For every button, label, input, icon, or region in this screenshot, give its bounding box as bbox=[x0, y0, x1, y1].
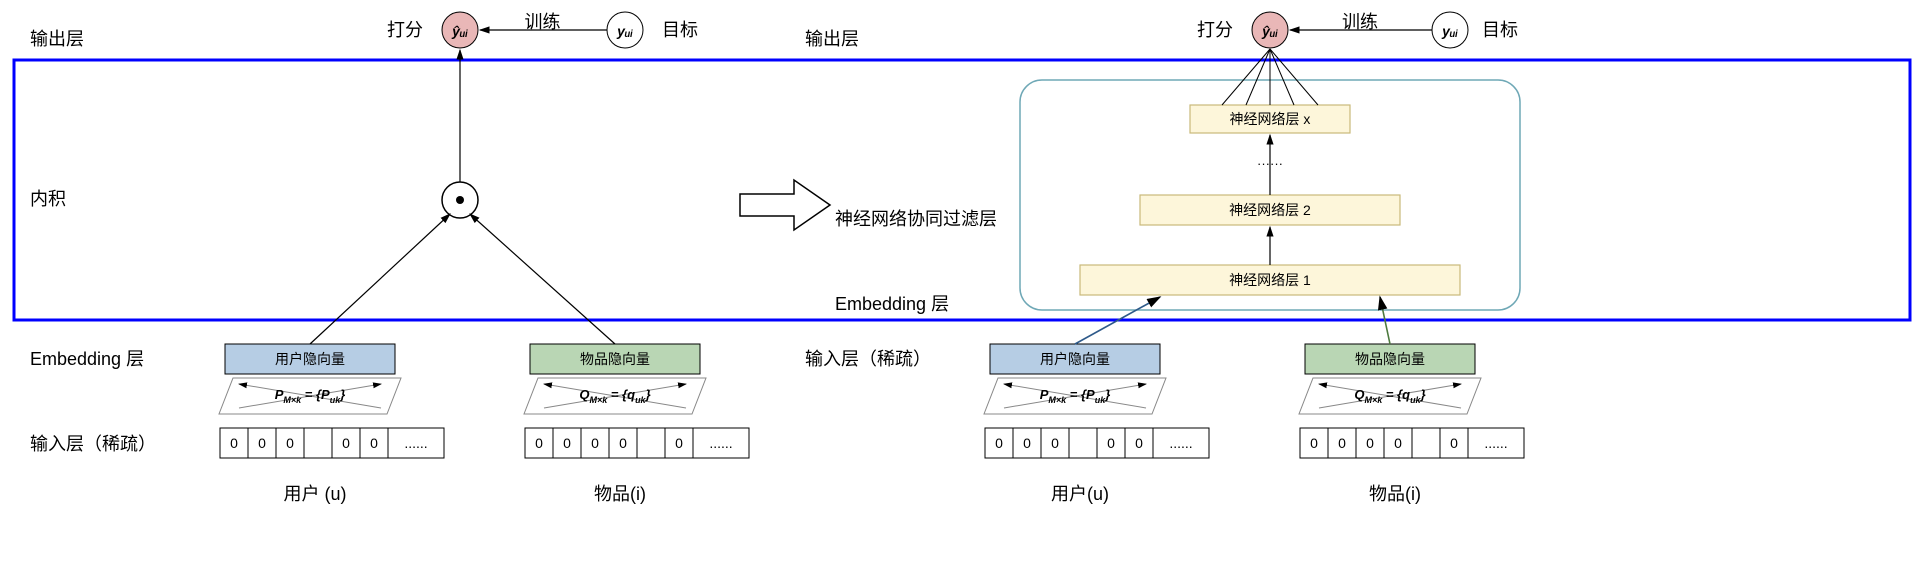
svg-text:ŷᵤᵢ: ŷᵤᵢ bbox=[1261, 23, 1278, 39]
score-node-right: ŷᵤᵢ bbox=[1252, 12, 1288, 48]
svg-text:0: 0 bbox=[370, 435, 378, 451]
score-node-left: ŷᵤᵢ bbox=[442, 12, 478, 48]
svg-text:0: 0 bbox=[675, 435, 683, 451]
user-caption-left: 用户 (u) bbox=[284, 484, 347, 504]
score-label-left: 打分 bbox=[387, 20, 423, 40]
item-onehot-left: 0 0 0 0 1 0...... bbox=[525, 428, 749, 458]
svg-text:物品隐向量: 物品隐向量 bbox=[1355, 351, 1425, 367]
fanout-line bbox=[1270, 49, 1294, 105]
score-label-right: 打分 bbox=[1197, 20, 1233, 40]
svg-text:0: 0 bbox=[1023, 435, 1031, 451]
item-caption-right: 物品(i) bbox=[1369, 484, 1421, 504]
svg-text:yᵤᵢ: yᵤᵢ bbox=[1441, 23, 1458, 39]
arrow-item-to-dot bbox=[470, 214, 615, 344]
svg-text:0: 0 bbox=[563, 435, 571, 451]
transition-arrow bbox=[740, 180, 830, 230]
svg-text:0: 0 bbox=[1051, 435, 1059, 451]
svg-text:0: 0 bbox=[1135, 435, 1143, 451]
user-latent-left: PM×k = {Puk}用户隐向量 bbox=[219, 344, 401, 414]
fanout-line bbox=[1222, 49, 1270, 105]
target-label-left: 目标 bbox=[662, 20, 698, 40]
svg-text:0: 0 bbox=[1366, 435, 1374, 451]
train-label-right: 训练 bbox=[1342, 12, 1378, 32]
item-onehot-right: 0 0 0 0 1 0...... bbox=[1300, 428, 1524, 458]
user-latent-right: PM×k = {Puk}用户隐向量 bbox=[984, 344, 1166, 414]
fanout-line bbox=[1246, 49, 1270, 105]
svg-text:0: 0 bbox=[230, 435, 238, 451]
svg-text:0: 0 bbox=[258, 435, 266, 451]
label-ncf: 神经网络协同过滤层 bbox=[835, 209, 997, 229]
fanout-line bbox=[1270, 49, 1318, 105]
label-inner-product: 内积 bbox=[30, 189, 66, 209]
svg-text:0: 0 bbox=[342, 435, 350, 451]
svg-text:ŷᵤᵢ: ŷᵤᵢ bbox=[451, 23, 468, 39]
svg-text:用户隐向量: 用户隐向量 bbox=[275, 351, 345, 367]
svg-text:0: 0 bbox=[591, 435, 599, 451]
svg-text:0: 0 bbox=[1107, 435, 1115, 451]
svg-text:1: 1 bbox=[1422, 435, 1430, 451]
svg-text:0: 0 bbox=[619, 435, 627, 451]
svg-text:0: 0 bbox=[995, 435, 1003, 451]
svg-text:用户隐向量: 用户隐向量 bbox=[1040, 351, 1110, 367]
svg-text:......: ...... bbox=[709, 435, 732, 451]
svg-text:0: 0 bbox=[535, 435, 543, 451]
item-latent-left: QM×k = {quk}物品隐向量 bbox=[524, 344, 706, 414]
highlight-box bbox=[14, 60, 1910, 320]
svg-text:0: 0 bbox=[1310, 435, 1318, 451]
svg-text:......: ...... bbox=[1169, 435, 1192, 451]
label-output-right: 输出层 bbox=[805, 29, 859, 49]
svg-text:神经网络层 1: 神经网络层 1 bbox=[1229, 272, 1311, 288]
label-input-left: 输入层（稀疏） bbox=[30, 434, 156, 454]
label-embedding-left: Embedding 层 bbox=[30, 349, 144, 369]
svg-text:1: 1 bbox=[314, 435, 322, 451]
target-node-right: yᵤᵢ bbox=[1432, 12, 1468, 48]
svg-text:0: 0 bbox=[1338, 435, 1346, 451]
label-input-right: 输入层（稀疏） bbox=[805, 349, 931, 369]
label-output-left: 输出层 bbox=[30, 29, 84, 49]
label-embedding-right: Embedding 层 bbox=[835, 294, 949, 314]
svg-text:物品隐向量: 物品隐向量 bbox=[580, 351, 650, 367]
svg-text:神经网络层 2: 神经网络层 2 bbox=[1229, 202, 1311, 218]
user-onehot-right: 0 0 0 1 0 0...... bbox=[985, 428, 1209, 458]
target-node-left: yᵤᵢ bbox=[607, 12, 643, 48]
svg-text:......: ...... bbox=[1484, 435, 1507, 451]
item-latent-right: QM×k = {quk}物品隐向量 bbox=[1299, 344, 1481, 414]
user-onehot-left: 0 0 0 1 0 0...... bbox=[220, 428, 444, 458]
svg-text:1: 1 bbox=[647, 435, 655, 451]
arrow-user-to-dot bbox=[310, 214, 450, 344]
svg-text:......: ...... bbox=[404, 435, 427, 451]
svg-text:0: 0 bbox=[286, 435, 294, 451]
svg-text:0: 0 bbox=[1394, 435, 1402, 451]
train-label-left: 训练 bbox=[525, 12, 561, 32]
svg-text:yᵤᵢ: yᵤᵢ bbox=[616, 23, 633, 39]
target-label-right: 目标 bbox=[1482, 20, 1518, 40]
user-caption-right: 用户(u) bbox=[1051, 484, 1109, 504]
svg-text:1: 1 bbox=[1079, 435, 1087, 451]
svg-text:0: 0 bbox=[1450, 435, 1458, 451]
item-caption-left: 物品(i) bbox=[594, 484, 646, 504]
svg-text:神经网络层 x: 神经网络层 x bbox=[1230, 111, 1311, 127]
